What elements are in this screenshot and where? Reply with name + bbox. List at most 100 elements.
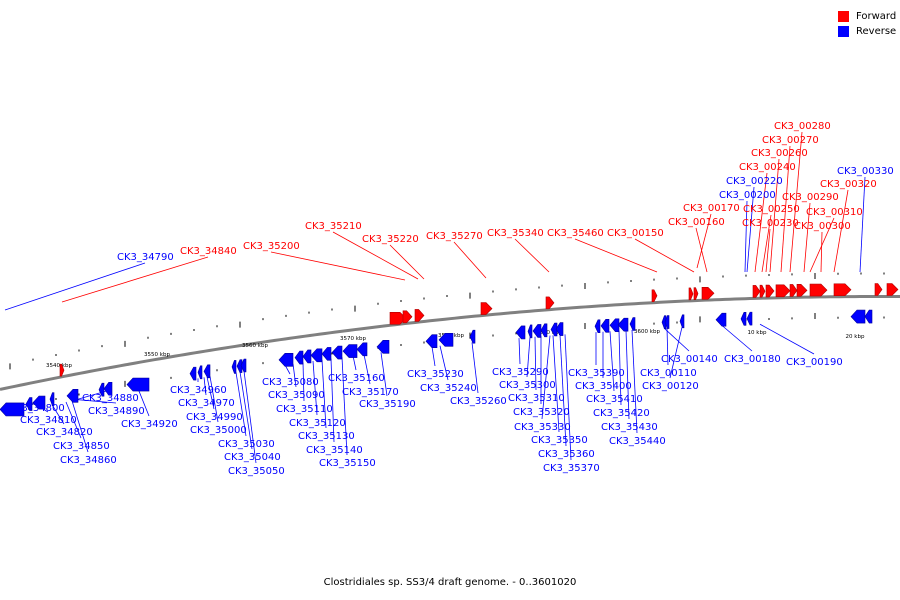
reverse-gene-arrow: [376, 340, 390, 354]
reverse-gene-arrow: [240, 358, 247, 373]
reverse-gene-arrow: [629, 317, 636, 331]
forward-gene-arrow: [775, 284, 791, 298]
forward-gene-arrow: [480, 302, 493, 315]
gene-label: CK3_35440: [609, 436, 666, 447]
gene-label: CK3_35420: [593, 408, 650, 419]
forward-gene-arrow: [886, 283, 899, 296]
gene-label: CK3_00310: [806, 207, 863, 218]
strand-legend: Forward Reverse: [838, 9, 896, 39]
reverse-gene-arrow: [617, 317, 629, 332]
reverse-gene-arrow: [32, 395, 46, 410]
reverse-swatch: [838, 26, 849, 37]
reverse-gene-arrow: [66, 389, 79, 403]
scale-label: 3590 kbp: [536, 330, 562, 336]
reverse-gene-arrow: [661, 315, 667, 330]
leader-line: [669, 327, 683, 379]
reverse-gene-arrow: [664, 315, 670, 329]
reverse-gene-arrow: [236, 359, 243, 373]
gene-label: CK3_35140: [306, 445, 363, 456]
leader-line: [302, 362, 305, 402]
gene-label: CK3_00180: [724, 354, 781, 365]
leader-line: [312, 361, 318, 416]
leader-line: [759, 323, 815, 355]
reverse-gene-arrow: [321, 347, 332, 361]
gene-label: CK3_00160: [668, 217, 725, 228]
gene-label: CK3_35330: [514, 422, 571, 433]
gene-label: CK3_35210: [305, 221, 362, 232]
leader-line: [534, 336, 537, 391]
scale-ticks: [9, 272, 885, 410]
leader-line: [380, 352, 388, 397]
reverse-gene-arrow: [342, 344, 358, 358]
gene-label: CK3_35110: [276, 404, 333, 415]
gene-label: CK3_35130: [298, 431, 355, 442]
gene-label: CK3_35310: [508, 393, 565, 404]
gene-label: CK3_34850: [53, 441, 110, 452]
leader-line: [77, 399, 117, 404]
reverse-gene-arrow: [0, 402, 25, 417]
gene-label: CK3_00260: [751, 148, 808, 159]
leader-line: [341, 357, 348, 456]
reverse-gene-arrow: [850, 309, 866, 324]
reverse-gene-arrow: [425, 334, 438, 349]
gene-label: CK3_34860: [60, 455, 117, 466]
leader-line: [471, 342, 479, 394]
gene-label: CK3_00140: [661, 354, 718, 365]
gene-label: CK3_35340: [487, 228, 544, 239]
gene-label: CK3_35170: [342, 387, 399, 398]
gene-label: CK3_35150: [319, 458, 376, 469]
reverse-gene-arrow: [278, 353, 294, 367]
forward-gene-arrow: [809, 283, 828, 297]
reverse-gene-arrow: [103, 381, 113, 396]
reverse-gene-arrow: [594, 319, 601, 334]
gene-label: CK3_00110: [640, 368, 697, 379]
gene-label: CK3_00220: [726, 176, 783, 187]
leader-line: [634, 238, 695, 273]
gene-label: CK3_00290: [782, 192, 839, 203]
forward-gene-arrow: [545, 296, 555, 310]
gene-label: CK3_35320: [513, 407, 570, 418]
leader-line: [803, 202, 811, 273]
gene-label: CK3_35260: [450, 396, 507, 407]
leader-line: [721, 325, 753, 352]
leader-line: [859, 176, 866, 273]
forward-gene-arrow: [796, 284, 808, 297]
leader-line: [541, 335, 551, 420]
leader-line: [431, 346, 436, 367]
gene-label: CK3_34880: [82, 393, 139, 404]
gene-label: CK3_35050: [228, 466, 285, 477]
gene-label: CK3_34960: [170, 385, 227, 396]
scale-label: 3570 kbp: [340, 336, 366, 342]
gene-label: CK3_35000: [190, 425, 247, 436]
gene-label: CK3_35230: [407, 369, 464, 380]
leader-line: [439, 345, 449, 381]
gene-label: CK3_00150: [607, 228, 664, 239]
reverse-gene-arrow: [25, 397, 33, 411]
figure-caption: Clostridiales sp. SS3/4 draft genome. - …: [323, 577, 577, 588]
gene-label: CK3_00170: [683, 203, 740, 214]
leader-line: [663, 327, 690, 352]
legend-item-reverse: Reverse: [838, 24, 896, 39]
reverse-gene-arrow: [740, 312, 747, 326]
leader-line: [453, 241, 487, 279]
reverse-gene-arrow: [746, 311, 753, 326]
backbone-line: [0, 295, 900, 391]
forward-gene-arrow: [759, 284, 766, 298]
leader-line: [243, 370, 257, 464]
reverse-gene-arrow: [555, 322, 564, 336]
forward-gene-arrow: [688, 287, 694, 301]
forward-gene-arrow: [789, 284, 798, 297]
leader-line: [292, 363, 297, 388]
forward-gene-arrow: [402, 310, 413, 324]
gene-label: CK3_00330: [837, 166, 894, 177]
gene-label: CK3_00200: [719, 190, 776, 201]
reverse-gene-arrow: [532, 324, 542, 338]
forward-gene-arrow: [765, 284, 775, 298]
legend-item-forward: Forward: [838, 9, 896, 24]
leader-line: [744, 200, 748, 273]
leader-line: [203, 377, 207, 396]
leader-line: [820, 231, 823, 273]
scale-label: 10 kbp: [748, 330, 767, 336]
leader-line: [235, 372, 247, 437]
